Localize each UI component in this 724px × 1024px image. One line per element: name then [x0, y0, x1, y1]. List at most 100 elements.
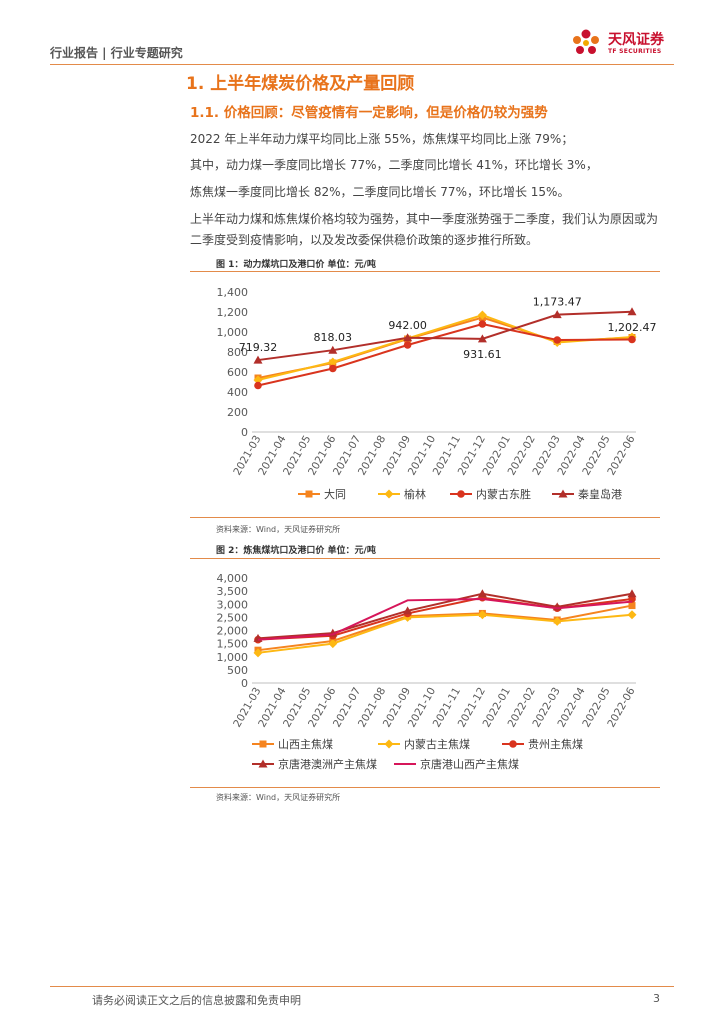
series-line — [257, 310, 633, 362]
series-3 — [253, 307, 637, 364]
y-tick-label: 1,500 — [217, 638, 249, 651]
legend-item: 京唐港澳洲产主焦煤 — [252, 757, 377, 771]
legend-label: 贵州主焦煤 — [528, 738, 583, 751]
data-point — [628, 335, 636, 344]
legend-marker — [384, 489, 394, 499]
figure-2-bottom-rule — [190, 787, 660, 788]
y-tick-label: 0 — [241, 426, 248, 439]
legend-marker — [509, 740, 517, 748]
y-tick-label: 1,200 — [217, 306, 249, 319]
data-label: 818.03 — [314, 331, 353, 344]
data-point — [477, 310, 487, 320]
figure-2-title: 图 2：炼焦煤坑口及港口价 单位：元/吨 — [216, 546, 376, 556]
figure-2-rule — [190, 558, 660, 559]
data-point — [403, 606, 413, 615]
legend-item: 秦皇岛港 — [552, 487, 622, 501]
data-label: 1,173.47 — [533, 296, 582, 309]
data-point — [552, 616, 562, 626]
y-tick-label: 2,000 — [217, 625, 249, 638]
footer-disclaimer: 请务必阅读正文之后的信息披露和免责申明 — [92, 994, 301, 1007]
data-label: 931.61 — [463, 348, 502, 361]
series-0 — [254, 314, 636, 382]
data-point — [328, 639, 338, 649]
y-tick-label: 1,400 — [217, 286, 249, 299]
legend-label: 大同 — [324, 487, 346, 501]
legend-label: 秦皇岛港 — [578, 487, 622, 501]
data-point — [329, 364, 337, 373]
paragraph-line: 二季度受到疫情影响，以及发改委保供稳价政策的逐步推行所致。 — [190, 233, 539, 247]
data-label: 942.00 — [388, 319, 427, 332]
paragraph-line: 其中，动力煤一季度同比增长 77%，二季度同比增长 41%，环比增长 3%， — [190, 158, 598, 172]
data-point — [627, 307, 637, 316]
data-point — [627, 589, 637, 598]
y-tick-label: 3,000 — [217, 598, 249, 611]
paragraph-line: 上半年动力煤和炼焦煤价格均较为强势，其中一季度涨势强于二季度，我们认为原因或为 — [190, 212, 659, 226]
legend-label: 山西主焦煤 — [278, 738, 333, 751]
data-point — [627, 610, 637, 620]
breadcrumb: 行业报告 | 行业专题研究 — [50, 46, 183, 60]
legend-label: 内蒙古主焦煤 — [404, 737, 470, 751]
series-line — [257, 604, 633, 652]
data-point — [552, 310, 562, 319]
header-divider — [50, 64, 674, 65]
legend-item: 大同 — [298, 487, 346, 501]
flower-logo-icon — [573, 29, 599, 54]
data-point — [477, 334, 487, 343]
legend-marker — [457, 490, 465, 498]
y-tick-label: 1,000 — [217, 326, 249, 339]
legend-item: 京唐港山西产主焦煤 — [394, 757, 519, 771]
legend-item: 内蒙古东胜 — [450, 487, 531, 501]
series-4 — [257, 597, 633, 641]
legend-item: 山西主焦煤 — [252, 738, 333, 751]
subsection-heading: 1.1. 价格回顾：尽管疫情有一定影响，但是价格仍较为强势 — [190, 105, 548, 121]
figure-1-title: 图 1：动力煤坑口及港口价 单位：元/吨 — [216, 260, 376, 270]
data-point — [328, 345, 338, 354]
data-point — [254, 381, 262, 390]
series-line — [257, 322, 633, 387]
data-point — [403, 341, 412, 349]
data-point — [628, 602, 636, 610]
y-tick-label: 0 — [241, 677, 248, 690]
legend-marker — [558, 489, 568, 498]
data-point — [477, 610, 487, 620]
series-1 — [253, 610, 637, 658]
y-tick-label: 1,000 — [217, 651, 249, 664]
series-2 — [254, 320, 636, 390]
data-point — [328, 357, 338, 367]
legend-marker — [258, 759, 268, 768]
series-line — [257, 597, 633, 641]
paragraph-line: 2022 年上半年动力煤平均同比上涨 55%，炼焦煤平均同比上涨 79%； — [190, 132, 574, 146]
data-label: 719.32 — [239, 341, 278, 354]
legend-label: 京唐港澳洲产主焦煤 — [278, 757, 377, 771]
legend-marker — [259, 740, 267, 748]
logo-subtitle: TF SECURITIES — [608, 48, 662, 55]
data-point — [253, 375, 263, 385]
figure-1-source: 资料来源：Wind，天风证券研究所 — [216, 525, 341, 534]
legend-item: 内蒙古主焦煤 — [378, 737, 470, 751]
data-point — [403, 333, 413, 342]
page-number: 3 — [653, 992, 660, 1005]
legend-marker — [384, 739, 394, 749]
section-heading: 1. 上半年煤炭价格及产量回顾 — [186, 74, 415, 94]
series-line — [257, 313, 633, 381]
y-tick-label: 600 — [227, 366, 248, 379]
legend-label: 京唐港山西产主焦煤 — [420, 757, 519, 771]
data-point — [253, 355, 263, 364]
data-point — [253, 648, 263, 658]
data-point — [477, 589, 487, 598]
footer-divider — [50, 986, 674, 987]
y-tick-label: 800 — [227, 346, 248, 359]
figure-1-rule — [190, 271, 660, 272]
legend-label: 榆林 — [404, 487, 426, 501]
legend-label: 内蒙古东胜 — [476, 487, 531, 501]
paragraph-line: 炼焦煤一季度同比增长 82%，二季度同比增长 77%，环比增长 15%。 — [190, 185, 570, 199]
data-point — [478, 320, 487, 328]
y-tick-label: 2,500 — [217, 611, 249, 624]
y-tick-label: 4,000 — [217, 572, 249, 585]
series-line — [257, 613, 633, 654]
logo-name: 天风证券 — [608, 32, 664, 48]
figure-2-source: 资料来源：Wind，天风证券研究所 — [216, 793, 341, 802]
data-point — [553, 336, 561, 344]
figure-2-chart: 05001,0001,5002,0002,5003,0003,5004,0002… — [217, 572, 638, 771]
y-tick-label: 3,500 — [217, 585, 249, 598]
